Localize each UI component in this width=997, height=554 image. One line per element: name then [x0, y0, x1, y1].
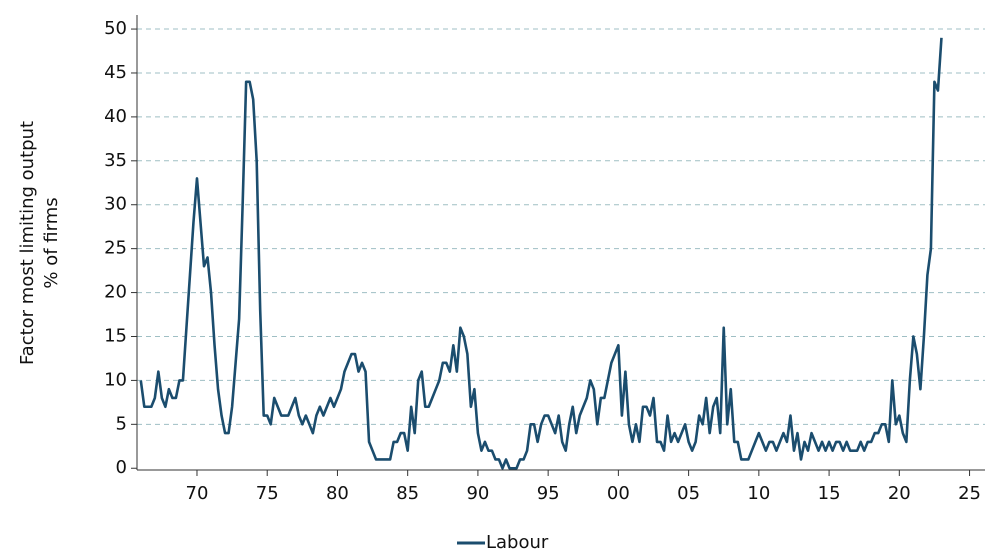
x-tick-label: 00 — [607, 483, 630, 504]
x-tick-label: 95 — [537, 483, 560, 504]
y-tick-label: 40 — [104, 106, 127, 127]
x-tick-label: 90 — [466, 483, 489, 504]
y-tick-label: 0 — [116, 457, 127, 478]
x-tick-label: 25 — [958, 483, 981, 504]
y-axis-title: Factor most limiting output — [17, 121, 38, 365]
x-tick-label: 85 — [396, 483, 419, 504]
y-tick-label: 10 — [104, 369, 127, 390]
y-tick-label: 35 — [104, 150, 127, 171]
x-tick-label: 10 — [747, 483, 770, 504]
data-line — [139, 37, 943, 470]
y-tick-label: 25 — [104, 238, 127, 259]
y-tick-label: 50 — [104, 18, 127, 39]
y-axis-title: % of firms — [41, 197, 62, 288]
y-tick-label: 15 — [104, 325, 127, 346]
y-tick-label: 5 — [116, 413, 127, 434]
x-tick-label: 70 — [186, 483, 209, 504]
x-tick-label: 80 — [326, 483, 349, 504]
x-tick-label: 20 — [888, 483, 911, 504]
y-tick-label: 30 — [104, 194, 127, 215]
x-tick-label: 05 — [677, 483, 700, 504]
y-tick-label: 45 — [104, 62, 127, 83]
y-tick-label: 20 — [104, 282, 127, 303]
legend-label: Labour — [486, 532, 549, 553]
x-tick-label: 15 — [818, 483, 841, 504]
x-tick-label: 75 — [256, 483, 279, 504]
